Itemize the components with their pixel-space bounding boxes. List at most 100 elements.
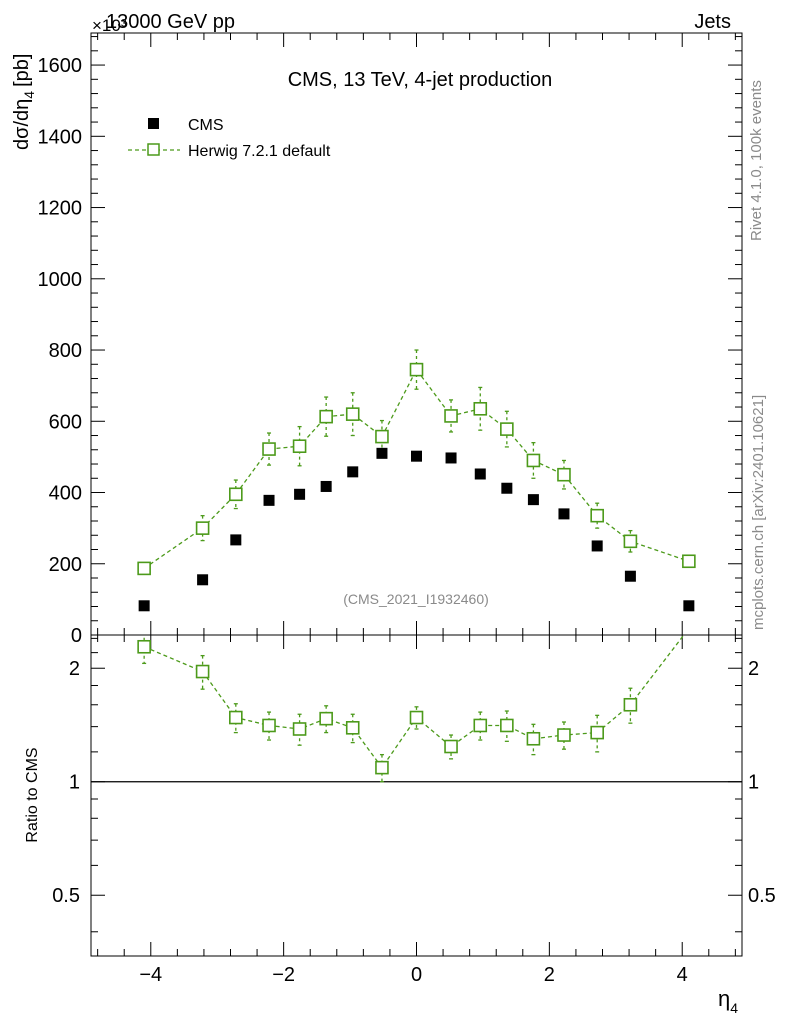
- y-tick-label: 1000: [38, 269, 83, 291]
- ratio-point: [229, 710, 243, 725]
- multiplier-label: ×10³: [92, 16, 127, 35]
- herwig-point: [590, 508, 604, 523]
- ratio-point: [375, 760, 389, 775]
- ratio-y-tick-label-right: 2: [748, 658, 759, 680]
- y-axis-label-sub: 4: [21, 91, 37, 99]
- ratio-point: [292, 722, 307, 736]
- cms-point: [376, 447, 388, 459]
- x-tick-label: 4: [677, 964, 688, 986]
- y-tick-label: 1200: [38, 198, 83, 220]
- ratio-point: [473, 718, 488, 733]
- cms-point: [624, 570, 636, 582]
- ratio-series: [137, 635, 685, 783]
- herwig-point: [345, 407, 360, 421]
- y-tick-label: 800: [49, 340, 82, 362]
- ratio-point: [409, 710, 424, 725]
- ratio-line: [143, 635, 685, 769]
- ratio-plot-frame: [90, 634, 743, 957]
- cms-point: [683, 600, 695, 612]
- ratio-point: [526, 731, 541, 746]
- ratio-point: [319, 711, 333, 726]
- category-label: Jets: [694, 11, 731, 33]
- legend-herwig-marker: [147, 143, 160, 156]
- y-tick-label: 600: [49, 411, 82, 433]
- herwig-point: [292, 439, 307, 454]
- beam-label: 13000 GeV pp: [106, 11, 235, 33]
- axis-ticks: [91, 33, 742, 956]
- legend-cms-marker: [148, 118, 159, 129]
- y-tick-label: 0: [71, 625, 82, 647]
- herwig-point: [137, 561, 151, 576]
- cms-point: [263, 494, 275, 506]
- x-tick-label: −4: [139, 964, 162, 986]
- x-axis-label-text: η: [718, 986, 730, 1011]
- x-tick-label: 2: [544, 964, 555, 986]
- herwig-point: [319, 409, 333, 424]
- herwig-point: [682, 554, 696, 569]
- y-axis-label-text: dσ/dη: [11, 99, 33, 150]
- cms-point: [320, 480, 332, 492]
- ratio-point: [557, 728, 571, 742]
- legend-herwig-label: Herwig 7.2.1 default: [188, 143, 331, 160]
- ratio-y-tick-label-right: 1: [748, 772, 759, 794]
- herwig-point: [375, 429, 389, 444]
- ratio-clipped-group: [137, 635, 685, 783]
- y-axis-label: dσ/dη4 [pb]: [11, 54, 37, 150]
- svg-text:dσ/dη4[pb]: dσ/dη4 [pb]: [11, 54, 37, 150]
- mcplots-label: mcplots.cern.ch [arXiv:2401.10621]: [750, 395, 767, 630]
- ratio-y-tick-label: 2: [69, 658, 80, 680]
- ratio-point: [590, 725, 604, 740]
- ratio-point: [345, 721, 360, 735]
- legend-cms-label: CMS: [188, 117, 224, 134]
- y-tick-label: 200: [49, 554, 82, 576]
- x-axis-label: η4: [718, 986, 738, 1016]
- cms-point: [474, 468, 486, 480]
- ratio-point: [623, 697, 638, 712]
- cms-point: [501, 482, 513, 494]
- herwig-point: [557, 467, 571, 482]
- cms-point: [197, 574, 209, 586]
- ratio-y-tick-label: 1: [69, 772, 80, 794]
- herwig-line: [143, 368, 690, 569]
- y-tick-label: 1400: [38, 126, 83, 148]
- rivet-label: Rivet 4.1.0, 100k events: [748, 80, 765, 241]
- x-axis-label-sub: 4: [730, 1000, 738, 1016]
- cms-point: [558, 508, 570, 520]
- herwig-point: [195, 521, 210, 535]
- ratio-point: [500, 718, 514, 733]
- herwig-point: [526, 453, 541, 468]
- ratio-y-tick-label-right: 0.5: [748, 885, 776, 907]
- cms-point: [347, 466, 359, 478]
- y-axis-label-unit: [pb]: [11, 54, 33, 87]
- herwig-point: [409, 362, 424, 377]
- cms-series: [138, 447, 695, 612]
- ratio-point: [444, 739, 458, 754]
- y-tick-label: 1600: [38, 55, 83, 77]
- axis-tick-labels: −4 −2 0 2 4 0 200 400 600 800 1000 1200 1400 1600 0.5 0…: [38, 55, 776, 986]
- cms-point: [445, 452, 457, 464]
- herwig-point: [500, 422, 514, 436]
- y-tick-label: 400: [49, 483, 82, 505]
- herwig-series: [137, 349, 696, 576]
- x-tick-label: 0: [411, 964, 422, 986]
- herwig-point: [229, 487, 243, 502]
- ratio-y-axis-label: Ratio to CMS: [24, 747, 41, 842]
- cms-point: [294, 488, 306, 500]
- ratio-y-tick-label: 0.5: [52, 885, 80, 907]
- chart-title: CMS, 13 TeV, 4-jet production: [288, 69, 553, 91]
- cms-point: [591, 540, 603, 552]
- ratio-point: [195, 664, 210, 679]
- cms-point: [230, 534, 242, 546]
- herwig-point: [262, 442, 276, 456]
- cms-point: [527, 494, 539, 506]
- ratio-point: [262, 718, 276, 733]
- ratio-point: [137, 639, 151, 654]
- herwig-point: [623, 534, 638, 549]
- analysis-watermark: (CMS_2021_I1932460): [343, 591, 489, 607]
- x-tick-label: −2: [272, 964, 295, 986]
- herwig-point: [473, 402, 488, 416]
- herwig-point: [444, 409, 458, 423]
- cms-point: [411, 450, 422, 462]
- cms-point: [138, 600, 150, 612]
